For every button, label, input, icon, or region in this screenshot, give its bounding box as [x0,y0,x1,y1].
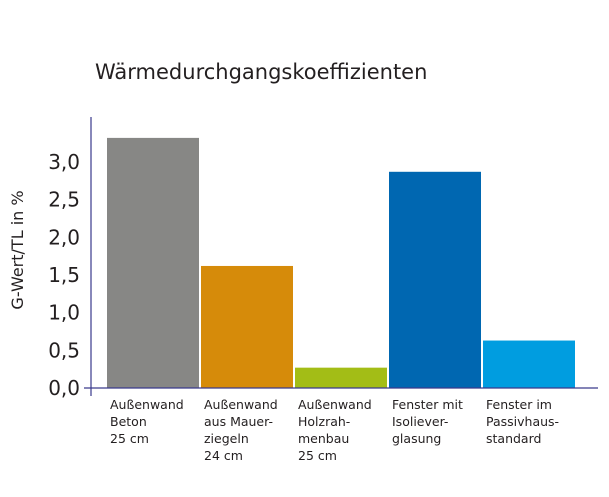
bar-5 [483,340,575,388]
bar-3 [295,367,387,388]
bars [107,137,575,388]
category-labels: Außenwand Beton 25 cm Außenwand aus Mauer-zi… [110,397,559,463]
y-tick-label: 0,0 [48,376,80,400]
y-tick-label: 1,0 [48,301,80,325]
y-tick-label: 2,5 [48,188,80,212]
bar-2 [201,265,293,388]
y-tick-label: 3,0 [48,150,80,174]
bar-1 [107,137,199,388]
bar-4 [389,171,481,388]
y-tick-labels: 0,0 0,5 1,0 1,5 2,0 2,5 3,0 [48,150,80,400]
y-tick-label: 1,5 [48,263,80,287]
y-tick-label: 0,5 [48,338,80,362]
category-label: Außenwand Beton 25 cm [110,397,184,446]
chart-title: Wärmedurchgangskoeffizienten [95,60,427,84]
y-axis-label: G-Wert/TL in % [8,190,27,309]
y-tick-label: 2,0 [48,225,80,249]
category-label: Außenwand Holzrah-menbau 25 cm [298,397,372,463]
category-label: Fenster mit Isoliever-glasung [392,397,463,446]
category-label: Außenwand aus Mauer-ziegeln 24 cm [204,397,278,463]
category-label: Fenster im Passivhaus-standard [486,397,559,446]
